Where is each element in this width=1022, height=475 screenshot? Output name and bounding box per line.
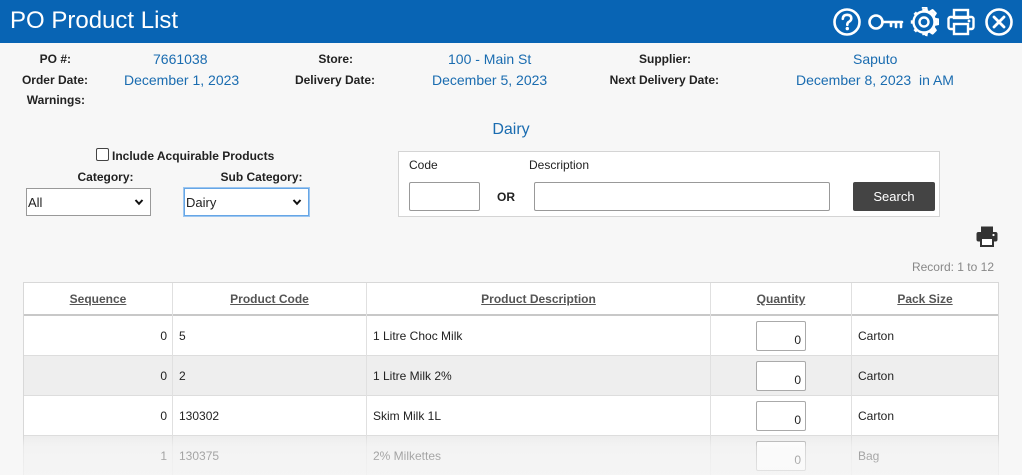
column-header-product-code[interactable]: Product Code xyxy=(173,283,367,316)
quantity-input[interactable]: 0 xyxy=(756,321,806,351)
chevron-down-icon xyxy=(292,199,302,206)
quantity-input[interactable]: 0 xyxy=(756,401,806,431)
gear-icon[interactable] xyxy=(909,7,939,37)
product-description-cell: 2% Milkettes xyxy=(367,436,711,475)
pack-size-cell: Carton xyxy=(858,409,895,423)
pack-size-cell: Bag xyxy=(858,449,880,463)
category-label: Category: xyxy=(77,170,134,184)
or-label: OR xyxy=(497,190,515,204)
next-delivery-value: December 8, 2023 in AM xyxy=(796,72,954,88)
help-icon[interactable] xyxy=(832,7,862,37)
order-date-value: December 1, 2023 xyxy=(124,72,240,88)
column-header-product-description[interactable]: Product Description xyxy=(367,283,711,316)
supplier-label: Supplier: xyxy=(638,52,691,66)
include-acquirable-checkbox[interactable] xyxy=(96,148,109,161)
product-code-cell: 2 xyxy=(173,356,367,396)
supplier-value: Saputo xyxy=(853,51,898,67)
record-count: Record: 1 to 12 xyxy=(911,260,994,274)
key-icon[interactable] xyxy=(867,7,905,37)
order-date-label: Order Date: xyxy=(21,73,88,87)
code-label: Code xyxy=(409,158,438,172)
po-number-value: 7661038 xyxy=(153,51,208,67)
warnings-label: Warnings: xyxy=(26,93,85,107)
code-input[interactable] xyxy=(409,182,480,211)
table-row: 0 5 1 Litre Choc Milk 0 Carton xyxy=(24,316,998,356)
po-number-label: PO #: xyxy=(39,52,71,66)
store-value: 100 - Main St xyxy=(448,51,532,67)
column-header-pack-size[interactable]: Pack Size xyxy=(897,292,953,306)
next-delivery-label: Next Delivery Date: xyxy=(609,73,719,87)
product-table: Sequence Product Code Product Descriptio… xyxy=(23,282,999,475)
pack-size-cell: Carton xyxy=(858,369,895,383)
pack-size-cell: Carton xyxy=(858,329,895,343)
include-acquirable-label: Include Acquirable Products xyxy=(112,149,275,163)
product-description-cell: 1 Litre Choc Milk xyxy=(367,316,711,356)
category-select[interactable]: All xyxy=(26,188,151,216)
sequence-cell: 1 xyxy=(24,436,173,475)
chevron-down-icon xyxy=(134,199,144,206)
table-row: 0 2 1 Litre Milk 2% 0 Carton xyxy=(24,356,998,396)
sequence-cell: 0 xyxy=(24,356,173,396)
sequence-cell: 0 xyxy=(24,396,173,436)
product-description-cell: 1 Litre Milk 2% xyxy=(367,356,711,396)
department-heading: Dairy xyxy=(492,121,530,138)
product-code-cell: 130302 xyxy=(173,396,367,436)
close-icon[interactable] xyxy=(984,7,1014,37)
store-label: Store: xyxy=(318,52,353,66)
table-row: 0 130302 Skim Milk 1L 0 Carton xyxy=(24,396,998,436)
column-header-quantity[interactable]: Quantity xyxy=(711,283,852,316)
print-icon[interactable] xyxy=(946,7,976,37)
quantity-input[interactable]: 0 xyxy=(756,441,806,471)
column-header-sequence[interactable]: Sequence xyxy=(24,283,173,316)
print-list-icon[interactable] xyxy=(975,225,999,247)
category-selected-value: All xyxy=(28,195,43,210)
subcategory-label: Sub Category: xyxy=(220,170,303,184)
subcategory-selected-value: Dairy xyxy=(186,195,217,210)
quantity-input[interactable]: 0 xyxy=(756,361,806,391)
search-button[interactable]: Search xyxy=(853,182,935,211)
product-description-cell: Skim Milk 1L xyxy=(367,396,711,436)
delivery-date-value: December 5, 2023 xyxy=(432,72,548,88)
subcategory-select[interactable]: Dairy xyxy=(184,188,309,216)
page-title: PO Product List xyxy=(10,7,179,34)
table-row: 1 130375 2% Milkettes 0 Bag xyxy=(24,436,998,475)
product-code-cell: 130375 xyxy=(173,436,367,475)
title-bar: PO Product List xyxy=(0,0,1022,43)
delivery-date-label: Delivery Date: xyxy=(294,73,375,87)
product-code-cell: 5 xyxy=(173,316,367,356)
description-label: Description xyxy=(529,158,590,172)
sequence-cell: 0 xyxy=(24,316,173,356)
description-input[interactable] xyxy=(534,182,830,211)
table-header: Sequence Product Code Product Descriptio… xyxy=(24,283,998,316)
